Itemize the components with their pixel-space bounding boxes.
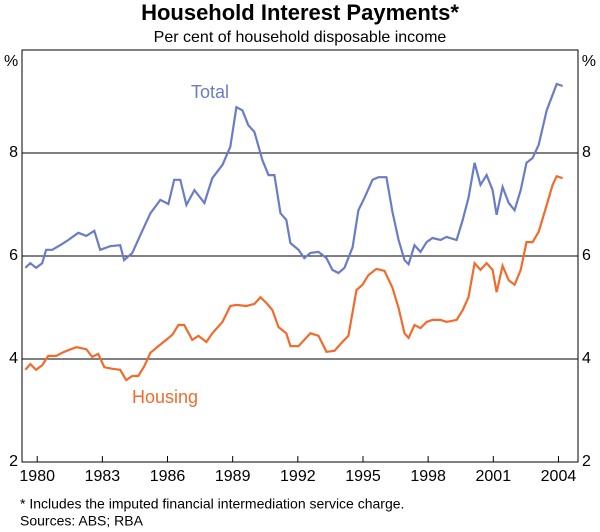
y-tick-label: 6 [9, 247, 18, 264]
y-tick-label: 4 [9, 350, 18, 367]
y2-tick-label: 4 [582, 350, 591, 367]
x-tick-label: 1995 [345, 468, 381, 485]
y2-axis-label: % [582, 53, 596, 70]
x-tick-label: 1980 [19, 468, 55, 485]
y2-tick-label: 6 [582, 247, 591, 264]
chart-title: Household Interest Payments* [141, 0, 459, 25]
x-tick-label: 1992 [280, 468, 316, 485]
series-label: Total [191, 82, 229, 102]
x-tick-label: 1998 [410, 468, 446, 485]
series-label: Housing [132, 387, 198, 407]
x-tick-label: 1986 [150, 468, 186, 485]
footnote: * Includes the imputed financial interme… [20, 496, 404, 512]
source: Sources: ABS; RBA [20, 513, 144, 529]
y-tick-label: 2 [9, 453, 18, 470]
chart-subtitle: Per cent of household disposable income [154, 29, 447, 46]
line-series [24, 82, 563, 275]
y2-tick-label: 8 [582, 144, 591, 161]
x-tick-label: 1989 [215, 468, 251, 485]
line-series [24, 174, 563, 382]
x-tick-label: 2001 [476, 468, 512, 485]
y2-tick-label: 2 [582, 453, 591, 470]
y-tick-label: 8 [9, 144, 18, 161]
y-axis-label: % [4, 53, 18, 70]
x-tick-label: 2004 [541, 468, 577, 485]
x-tick-label: 1983 [85, 468, 121, 485]
